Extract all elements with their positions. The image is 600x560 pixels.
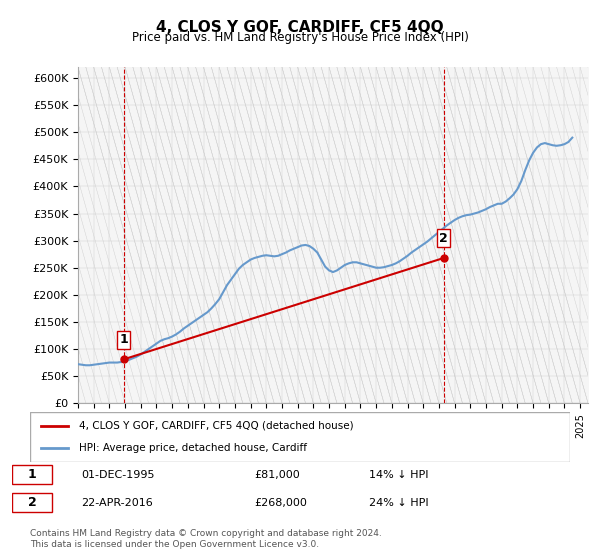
Text: HPI: Average price, detached house, Cardiff: HPI: Average price, detached house, Card… bbox=[79, 443, 307, 453]
Point bbox=[439, 254, 449, 263]
Text: Price paid vs. HM Land Registry's House Price Index (HPI): Price paid vs. HM Land Registry's House … bbox=[131, 31, 469, 44]
Text: 4, CLOS Y GOF, CARDIFF, CF5 4QQ: 4, CLOS Y GOF, CARDIFF, CF5 4QQ bbox=[156, 20, 444, 35]
FancyBboxPatch shape bbox=[12, 465, 52, 484]
Text: 2: 2 bbox=[28, 496, 37, 509]
FancyBboxPatch shape bbox=[12, 493, 52, 512]
Text: 1: 1 bbox=[28, 468, 37, 481]
Point bbox=[119, 355, 128, 364]
Text: 2: 2 bbox=[439, 232, 448, 245]
Text: 1: 1 bbox=[119, 333, 128, 346]
Text: 24% ↓ HPI: 24% ↓ HPI bbox=[369, 498, 429, 507]
FancyBboxPatch shape bbox=[30, 412, 570, 462]
Text: £268,000: £268,000 bbox=[254, 498, 307, 507]
Text: 22-APR-2016: 22-APR-2016 bbox=[81, 498, 153, 507]
Text: 14% ↓ HPI: 14% ↓ HPI bbox=[369, 470, 428, 479]
Text: Contains HM Land Registry data © Crown copyright and database right 2024.
This d: Contains HM Land Registry data © Crown c… bbox=[30, 529, 382, 549]
Text: 01-DEC-1995: 01-DEC-1995 bbox=[81, 470, 155, 479]
Text: 4, CLOS Y GOF, CARDIFF, CF5 4QQ (detached house): 4, CLOS Y GOF, CARDIFF, CF5 4QQ (detache… bbox=[79, 421, 353, 431]
Text: £81,000: £81,000 bbox=[254, 470, 299, 479]
